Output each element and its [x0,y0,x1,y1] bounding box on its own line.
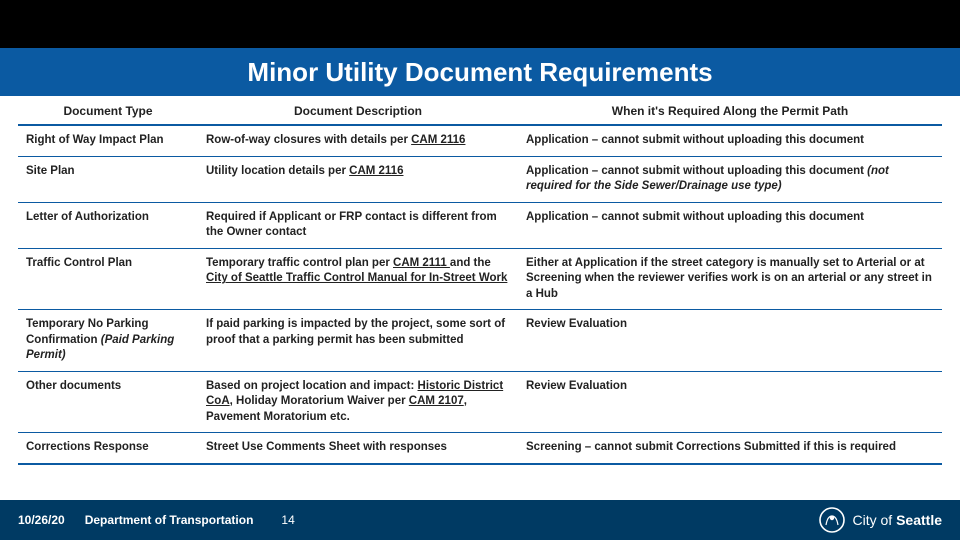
footer-bar: 10/26/20 Department of Transportation 14… [0,500,960,540]
city-logo: City of Seattle [819,507,943,533]
top-black-bar [0,0,960,48]
table-row: Letter of Authorization Required if Appl… [18,202,942,248]
cell-when: Review Evaluation [518,371,942,433]
table-row: Site Plan Utility location details per C… [18,156,942,202]
cell-type: Letter of Authorization [18,202,198,248]
col-header-when: When it's Required Along the Permit Path [518,100,942,125]
col-header-desc: Document Description [198,100,518,125]
logo-text: City of Seattle [853,512,943,528]
requirements-table: Document Type Document Description When … [18,100,942,465]
link-cam[interactable]: CAM 2111 [393,257,450,269]
content-area: Document Type Document Description When … [0,96,960,465]
footer-page: 14 [281,513,294,527]
table-row: Temporary No Parking Confirmation (Paid … [18,310,942,372]
cell-desc: Street Use Comments Sheet with responses [198,433,518,464]
link-cam[interactable]: CAM 2116 [349,165,403,177]
link-cam[interactable]: CAM 2116 [411,134,465,146]
link-manual[interactable]: City of Seattle Traffic Control Manual f… [206,272,507,284]
col-header-type: Document Type [18,100,198,125]
table-row: Right of Way Impact Plan Row-of-way clos… [18,125,942,156]
cell-when: Application – cannot submit without uplo… [518,202,942,248]
cell-desc: Row-of-way closures with details per CAM… [198,125,518,156]
cell-when: Either at Application if the street cate… [518,248,942,310]
cell-when: Screening – cannot submit Corrections Su… [518,433,942,464]
cell-type: Traffic Control Plan [18,248,198,310]
cell-type: Site Plan [18,156,198,202]
link-cam[interactable]: CAM 2107 [409,395,464,407]
cell-type: Other documents [18,371,198,433]
cell-type: Corrections Response [18,433,198,464]
cell-type: Temporary No Parking Confirmation (Paid … [18,310,198,372]
page-title: Minor Utility Document Requirements [247,57,712,88]
cell-when: Application – cannot submit without uplo… [518,156,942,202]
cell-when: Review Evaluation [518,310,942,372]
cell-desc: Temporary traffic control plan per CAM 2… [198,248,518,310]
seattle-seal-icon [819,507,845,533]
cell-type: Right of Way Impact Plan [18,125,198,156]
cell-when: Application – cannot submit without uplo… [518,125,942,156]
footer-dept: Department of Transportation [85,513,254,527]
cell-desc: Based on project location and impact: Hi… [198,371,518,433]
cell-desc: If paid parking is impacted by the proje… [198,310,518,372]
footer-date: 10/26/20 [18,513,65,527]
table-row: Traffic Control Plan Temporary traffic c… [18,248,942,310]
table-row: Corrections Response Street Use Comments… [18,433,942,464]
title-bar: Minor Utility Document Requirements [0,48,960,96]
table-row: Other documents Based on project locatio… [18,371,942,433]
cell-desc: Utility location details per CAM 2116 [198,156,518,202]
cell-desc: Required if Applicant or FRP contact is … [198,202,518,248]
